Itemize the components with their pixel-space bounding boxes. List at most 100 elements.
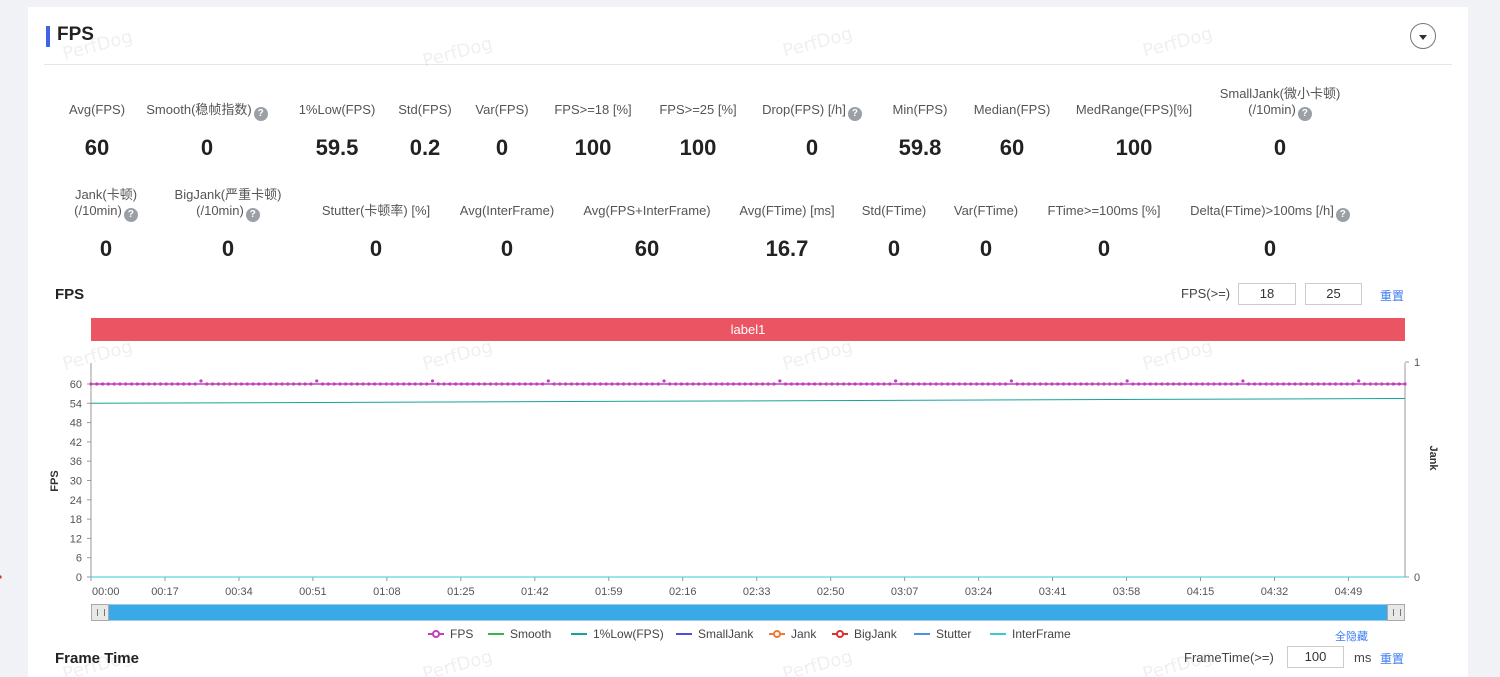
legend-item-smooth[interactable]: Smooth <box>488 627 551 641</box>
fps-data-point <box>639 382 643 386</box>
metric-label: Std(FPS) <box>335 102 515 118</box>
help-icon[interactable]: ? <box>245 208 260 222</box>
fps-data-point <box>853 382 857 386</box>
fps-data-point <box>731 382 736 386</box>
metric-metrics_row1-10: MedRange(FPS)[%] 100 <box>1044 102 1224 160</box>
fps-data-point <box>1142 382 1147 386</box>
metric-label-text: Min(FPS) <box>892 102 948 117</box>
help-icon[interactable]: ? <box>253 107 268 121</box>
fps-data-point <box>645 382 649 386</box>
frametime-reset-link[interactable]: 重置 <box>1380 652 1405 666</box>
legend-marker-icon <box>769 629 785 639</box>
metric-label-text: Avg(FPS) <box>68 102 126 117</box>
fps-data-point <box>1195 382 1199 386</box>
x-tick-label: 03:24 <box>965 586 993 598</box>
legend-item-interframe[interactable]: InterFrame <box>990 627 1071 641</box>
metric-label: MedRange(FPS)[%] <box>1044 102 1224 118</box>
fps-data-point <box>760 382 765 386</box>
slider-handle-left[interactable] <box>91 604 109 621</box>
fps-data-point <box>610 382 614 386</box>
fps-data-point <box>859 382 863 386</box>
legend-item-smalljank[interactable]: SmallJank <box>676 627 753 641</box>
metric-value: 0 <box>221 236 235 261</box>
fps-data-point <box>506 382 510 386</box>
fps-data-point <box>564 382 568 386</box>
metric-value: 0 <box>500 236 514 261</box>
metric-label-text: Stutter(卡顿率) [%] <box>321 203 431 218</box>
fps-data-point <box>477 382 481 386</box>
legend-item-jank[interactable]: Jank <box>769 627 816 641</box>
legend-item-bigjank[interactable]: BigJank <box>832 627 897 641</box>
fps-data-point <box>633 382 637 386</box>
fps-data-point <box>494 382 498 386</box>
help-icon[interactable]: ? <box>1297 107 1312 121</box>
fps-data-point <box>1218 382 1222 386</box>
collapse-chevron-icon[interactable] <box>1410 23 1436 49</box>
fps-data-point <box>291 382 296 386</box>
label-band[interactable]: label1 <box>91 318 1405 341</box>
metric-value: 59.8 <box>898 135 942 160</box>
fps-data-point <box>1252 382 1257 386</box>
y-tick-label: 6 <box>76 553 82 565</box>
fps-data-point <box>135 382 139 386</box>
fps-data-point <box>604 382 608 386</box>
legend-item-1-low-fps-[interactable]: 1%Low(FPS) <box>571 627 664 641</box>
fps-data-point <box>1171 382 1176 386</box>
fps-threshold-input-2[interactable]: 25 <box>1305 283 1362 305</box>
metric-value: 59.5 <box>315 135 359 160</box>
frametime-threshold-input[interactable]: 100 <box>1287 646 1344 668</box>
metric-label: Std(FTime) <box>804 203 984 219</box>
fps-data-point <box>483 382 487 386</box>
fps-data-point <box>714 382 718 386</box>
fps-data-point <box>1131 382 1135 386</box>
y-tick-label: 24 <box>70 495 82 507</box>
metric-label: Avg(InterFrame) <box>417 203 597 219</box>
fps-data-point <box>546 379 550 383</box>
fps-data-point <box>708 382 712 386</box>
fps-data-point <box>222 382 226 386</box>
fps-data-point <box>1223 382 1228 386</box>
series-line-1-low-fps- <box>90 397 1406 404</box>
metric-label: Var(FPS) <box>412 102 592 118</box>
slider-handle-right[interactable] <box>1387 604 1405 621</box>
fps-data-point <box>934 382 938 386</box>
metric-label: Delta(FTime)>100ms [/h]? <box>1180 203 1360 222</box>
legend-item-stutter[interactable]: Stutter <box>914 627 971 641</box>
x-tick-label: 03:41 <box>1039 586 1067 598</box>
metric-label-text: Avg(FTime) [ms] <box>739 203 835 218</box>
fps-data-point <box>373 382 377 386</box>
help-icon[interactable]: ? <box>123 208 138 222</box>
help-icon[interactable]: ? <box>1335 208 1350 222</box>
fps-data-point <box>1212 382 1216 386</box>
fps-data-point <box>1032 382 1037 386</box>
fps-data-point <box>917 382 921 386</box>
fps-data-point <box>1391 382 1396 386</box>
fps-data-point <box>436 382 440 386</box>
fps-data-point <box>1299 382 1303 386</box>
fps-threshold-input-1[interactable]: 18 <box>1238 283 1296 305</box>
fps-data-point <box>413 382 417 386</box>
help-icon[interactable]: ? <box>847 107 862 121</box>
fps-data-point <box>378 382 383 386</box>
legend-item-fps[interactable]: FPS <box>428 627 473 641</box>
section-title: FPS <box>57 24 94 45</box>
hide-all-link[interactable]: 全隐藏 <box>1335 631 1368 643</box>
fps-data-point <box>784 382 788 386</box>
frametime-threshold-label: FrameTime(>=) <box>1184 650 1274 665</box>
fps-reset-link[interactable]: 重置 <box>1380 289 1405 303</box>
fps-data-point <box>824 382 828 386</box>
fps-data-point <box>193 382 197 386</box>
x-tick-label: 00:00 <box>92 586 120 598</box>
fps-data-point <box>552 382 556 386</box>
time-range-slider[interactable] <box>91 604 1405 621</box>
metric-label: Avg(FPS) <box>7 102 187 118</box>
metric-label-text: BigJank(严重卡顿) <box>174 187 282 202</box>
fps-data-point <box>176 382 180 386</box>
fps-data-point <box>737 382 741 386</box>
y-axis-label: FPS <box>49 470 61 491</box>
metric-label: BigJank(严重卡顿) (/10min)? <box>138 187 318 222</box>
fps-data-point <box>1374 382 1378 386</box>
fps-data-point <box>511 382 516 386</box>
legend-marker-icon <box>990 629 1006 639</box>
metric-label-text: Delta(FTime)>100ms [/h] <box>1190 203 1334 218</box>
